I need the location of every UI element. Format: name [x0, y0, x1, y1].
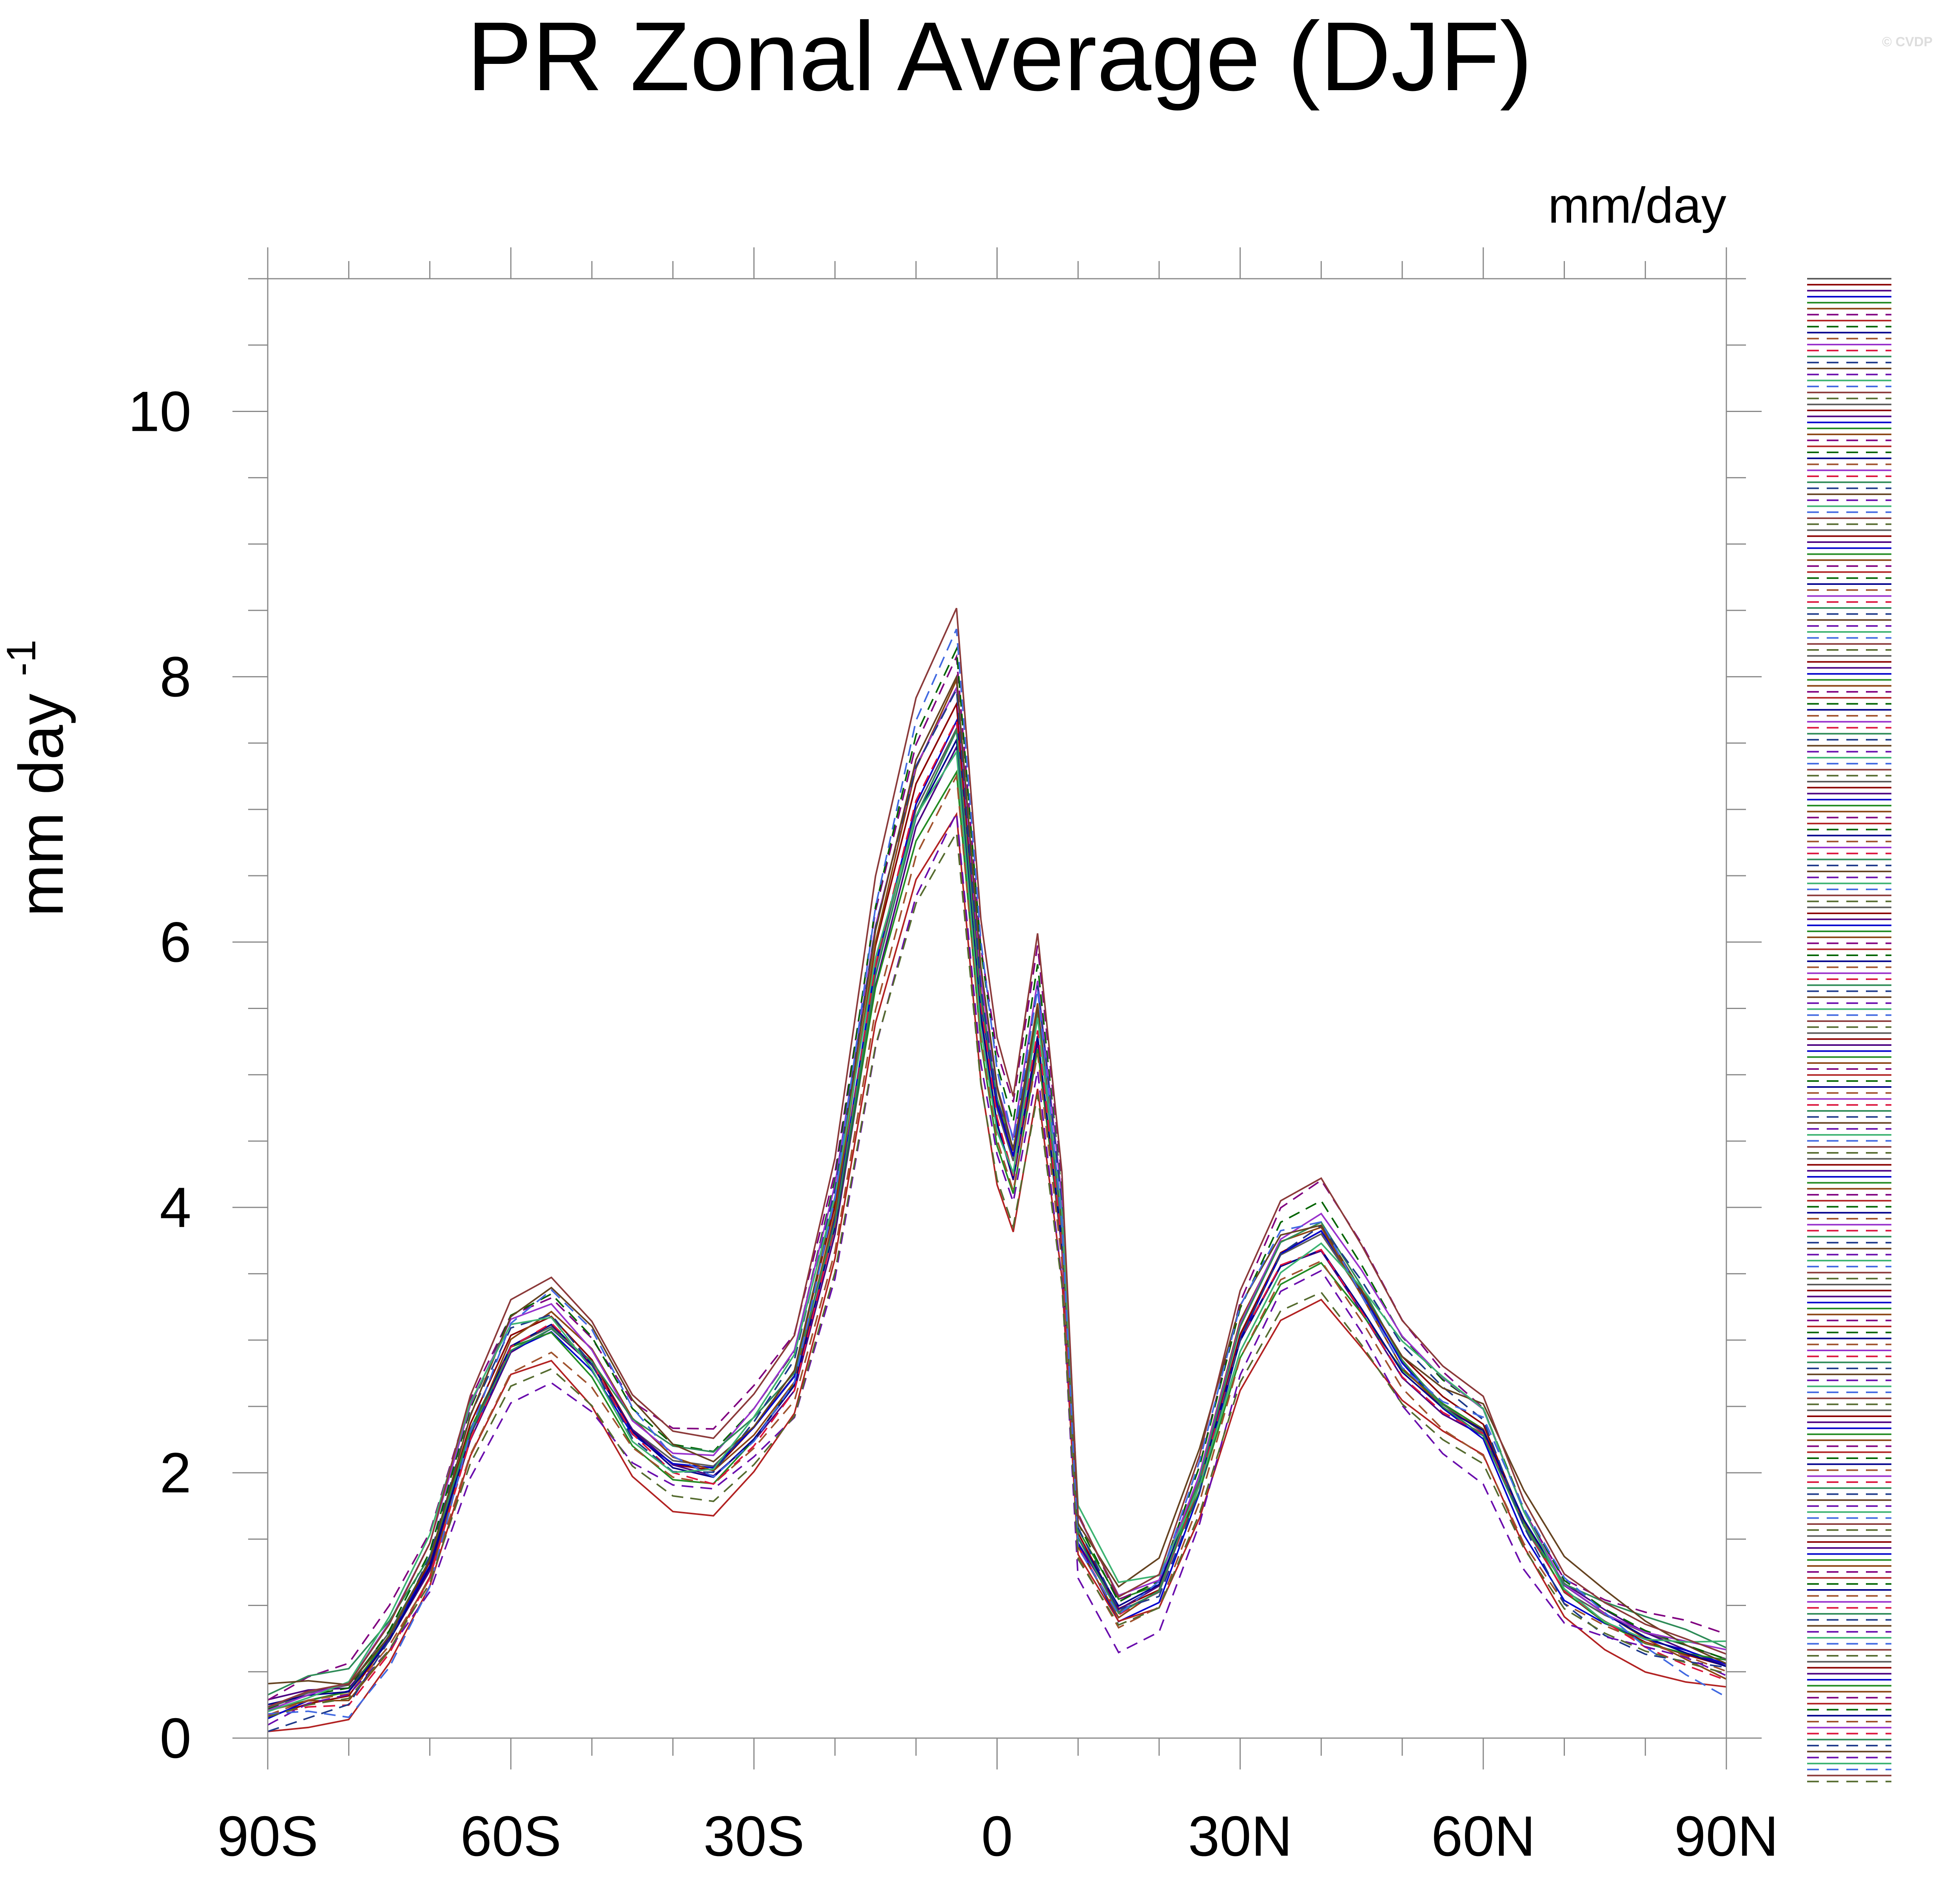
x-tick-label: 30N — [1188, 1804, 1292, 1868]
series-line — [267, 812, 1727, 1733]
series-line — [267, 646, 1727, 1710]
series-line — [267, 685, 1727, 1711]
series-line — [267, 737, 1727, 1706]
series-line — [267, 628, 1727, 1718]
x-tick-label: 0 — [981, 1804, 1013, 1868]
x-tick-label: 90N — [1674, 1804, 1779, 1868]
y-tick-label: 4 — [160, 1176, 191, 1239]
series-line — [267, 769, 1727, 1711]
x-tick-label: 60N — [1431, 1804, 1535, 1868]
axes: 0 2 4 6 8 10 90S 60S 30S 0 30N 60N 90N — [128, 247, 1779, 1868]
x-tick-label: 30S — [703, 1804, 804, 1868]
series-line — [267, 701, 1727, 1718]
series-line — [267, 728, 1727, 1696]
y-tick-label: 10 — [128, 379, 191, 443]
y-axis-label: mm day -1 — [0, 640, 76, 917]
series-line — [267, 718, 1727, 1720]
chart-title: PR Zonal Average (DJF) — [467, 2, 1533, 111]
y-tick-label: 2 — [160, 1441, 191, 1504]
series-line — [267, 749, 1727, 1713]
series-line — [267, 810, 1727, 1726]
credit-text: © CVDP — [1882, 34, 1933, 49]
series-line — [267, 608, 1727, 1708]
series-line — [267, 773, 1727, 1716]
y-tick-label: 6 — [160, 910, 191, 974]
x-tick-label: 60S — [460, 1804, 561, 1868]
legend — [1807, 278, 1891, 1782]
y-axis-label-text: mm day — [6, 693, 76, 916]
series-lines — [267, 608, 1727, 1733]
series-line — [267, 677, 1727, 1711]
x-tick-label: 90S — [217, 1804, 318, 1868]
series-line — [267, 744, 1727, 1700]
y-axis-label-exponent: -1 — [0, 640, 44, 676]
svg-text:mm day -1: mm day -1 — [0, 640, 76, 917]
y-tick-label: 0 — [160, 1706, 191, 1770]
series-line — [267, 726, 1727, 1709]
series-line — [267, 686, 1727, 1732]
y-tick-label: 8 — [160, 645, 191, 708]
series-line — [267, 830, 1727, 1718]
series-line — [267, 717, 1727, 1716]
series-line — [267, 674, 1727, 1686]
units-label: mm/day — [1548, 178, 1726, 234]
